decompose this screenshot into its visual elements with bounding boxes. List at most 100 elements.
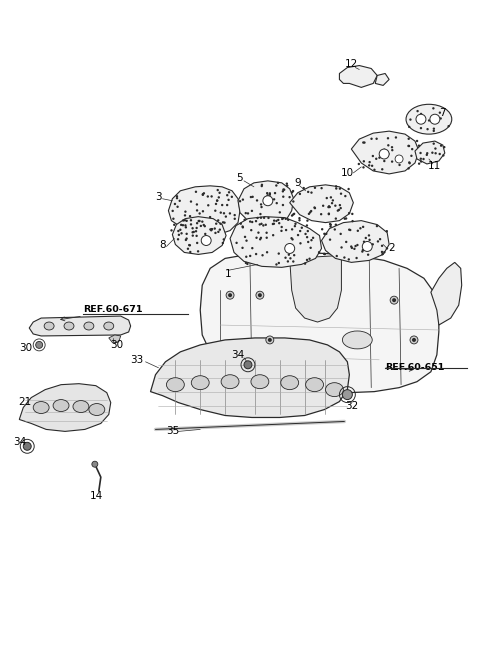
Ellipse shape: [269, 192, 271, 195]
Ellipse shape: [189, 251, 192, 253]
Ellipse shape: [255, 220, 257, 222]
Polygon shape: [168, 186, 240, 234]
Ellipse shape: [244, 361, 252, 369]
Ellipse shape: [329, 223, 331, 225]
Ellipse shape: [363, 141, 366, 143]
Ellipse shape: [345, 217, 348, 219]
Ellipse shape: [265, 232, 268, 234]
Ellipse shape: [282, 204, 284, 206]
Text: 12: 12: [345, 58, 358, 69]
Text: 10: 10: [341, 168, 354, 178]
Ellipse shape: [260, 206, 263, 208]
Ellipse shape: [330, 196, 332, 198]
Ellipse shape: [362, 249, 364, 252]
Ellipse shape: [202, 210, 204, 212]
Polygon shape: [290, 255, 341, 322]
Ellipse shape: [273, 223, 275, 225]
Ellipse shape: [209, 228, 212, 231]
Ellipse shape: [328, 213, 330, 215]
Ellipse shape: [359, 227, 361, 229]
Ellipse shape: [207, 204, 209, 206]
Ellipse shape: [225, 215, 227, 217]
Ellipse shape: [266, 192, 268, 195]
Ellipse shape: [285, 229, 288, 231]
Ellipse shape: [195, 191, 197, 193]
Ellipse shape: [222, 221, 224, 223]
Ellipse shape: [190, 200, 192, 203]
Ellipse shape: [335, 217, 337, 220]
Ellipse shape: [387, 144, 389, 147]
Ellipse shape: [204, 233, 206, 235]
Ellipse shape: [381, 251, 383, 253]
Ellipse shape: [277, 252, 280, 255]
Ellipse shape: [310, 191, 312, 194]
Ellipse shape: [180, 232, 183, 234]
Ellipse shape: [350, 246, 352, 248]
Ellipse shape: [201, 236, 211, 246]
Ellipse shape: [228, 191, 230, 193]
Ellipse shape: [409, 119, 412, 121]
Ellipse shape: [408, 145, 410, 147]
Text: REF.60-671: REF.60-671: [83, 305, 143, 314]
Ellipse shape: [390, 296, 398, 304]
Ellipse shape: [184, 219, 186, 221]
Ellipse shape: [195, 227, 198, 229]
Ellipse shape: [386, 247, 388, 250]
Ellipse shape: [187, 248, 189, 250]
Ellipse shape: [185, 233, 188, 235]
Ellipse shape: [73, 401, 89, 413]
Ellipse shape: [442, 154, 444, 157]
Ellipse shape: [432, 107, 434, 109]
Ellipse shape: [292, 190, 294, 193]
Ellipse shape: [353, 248, 356, 250]
Ellipse shape: [282, 195, 285, 198]
Ellipse shape: [408, 167, 410, 170]
Ellipse shape: [217, 219, 219, 221]
Ellipse shape: [321, 228, 324, 231]
Ellipse shape: [387, 137, 389, 140]
Ellipse shape: [408, 138, 410, 140]
Ellipse shape: [223, 238, 225, 240]
Polygon shape: [415, 141, 445, 164]
Ellipse shape: [363, 240, 365, 243]
Ellipse shape: [443, 146, 445, 148]
Ellipse shape: [434, 152, 437, 155]
Polygon shape: [200, 252, 439, 392]
Ellipse shape: [215, 203, 217, 205]
Text: 30: 30: [110, 340, 123, 350]
Ellipse shape: [361, 250, 363, 253]
Ellipse shape: [276, 202, 278, 204]
Polygon shape: [351, 131, 419, 174]
Ellipse shape: [391, 149, 394, 151]
Polygon shape: [431, 263, 462, 325]
Ellipse shape: [188, 244, 191, 246]
Ellipse shape: [219, 212, 222, 214]
Polygon shape: [172, 217, 226, 254]
Ellipse shape: [216, 199, 218, 202]
Ellipse shape: [368, 234, 370, 236]
Text: 33: 33: [130, 355, 143, 365]
Ellipse shape: [182, 224, 184, 227]
Ellipse shape: [368, 164, 371, 166]
Ellipse shape: [216, 199, 218, 202]
Ellipse shape: [363, 160, 365, 162]
Ellipse shape: [210, 229, 213, 231]
Text: REF.60-651: REF.60-651: [385, 364, 444, 372]
Ellipse shape: [286, 183, 288, 185]
Ellipse shape: [381, 244, 383, 247]
Ellipse shape: [245, 255, 248, 258]
Ellipse shape: [410, 336, 418, 344]
Ellipse shape: [217, 231, 219, 233]
Polygon shape: [322, 221, 389, 263]
Ellipse shape: [354, 245, 357, 247]
Ellipse shape: [292, 214, 294, 215]
Ellipse shape: [307, 191, 310, 193]
Ellipse shape: [334, 228, 336, 231]
Text: 2: 2: [388, 244, 395, 253]
Ellipse shape: [426, 152, 429, 155]
Ellipse shape: [431, 151, 433, 154]
Ellipse shape: [177, 238, 179, 240]
Ellipse shape: [344, 217, 346, 220]
Ellipse shape: [260, 236, 262, 239]
Ellipse shape: [331, 202, 333, 204]
